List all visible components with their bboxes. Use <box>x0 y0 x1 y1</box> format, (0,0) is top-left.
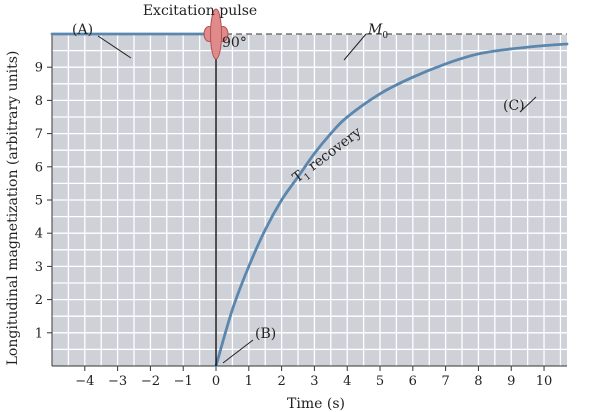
x-tick-label: 1 <box>245 374 253 389</box>
excitation-pulse-marker <box>203 8 229 60</box>
y-tick-label: 3 <box>35 260 43 275</box>
label-b: (B) <box>255 326 276 342</box>
x-tick-label: −3 <box>108 374 127 389</box>
y-axis-ticks: 1 2 3 4 5 6 7 8 9 <box>35 61 52 341</box>
leader-line-c <box>519 96 537 113</box>
x-tick-label: 0 <box>212 374 220 389</box>
x-tick-label: 10 <box>536 374 553 389</box>
y-tick-label: 2 <box>35 293 43 308</box>
y-tick-label: 7 <box>35 127 43 142</box>
y-tick-label: 5 <box>35 194 43 209</box>
pulse-lobe-center <box>210 8 223 60</box>
x-axis-ticks: −4 −3 −2 −1 0 1 2 3 4 5 6 7 8 9 10 <box>75 366 552 389</box>
series-group <box>50 32 569 368</box>
leader-line-b <box>222 339 254 364</box>
grid-lines <box>51 33 567 366</box>
x-tick-label: −2 <box>141 374 160 389</box>
excitation-pulse-label: Excitation pulse <box>143 3 257 19</box>
y-tick-label: 9 <box>35 61 43 76</box>
m0-label: M0 <box>367 22 388 41</box>
x-tick-label: 3 <box>310 374 318 389</box>
x-tick-label: −4 <box>75 374 94 389</box>
m0-label-main: M <box>367 22 383 38</box>
y-axis-label: Longitudinal magnetization (arbitrary un… <box>5 51 21 366</box>
leader-line-a <box>97 35 132 59</box>
x-tick-label: −1 <box>174 374 193 389</box>
x-tick-label: 9 <box>507 374 515 389</box>
annotation-marks <box>97 8 567 366</box>
x-tick-label: 2 <box>277 374 285 389</box>
t1-label-sub: 1 <box>303 172 314 183</box>
x-tick-label: 5 <box>376 374 384 389</box>
series-line-1 <box>214 42 569 368</box>
x-tick-label: 8 <box>474 374 482 389</box>
label-c: (C) <box>503 98 525 114</box>
y-tick-label: 8 <box>35 94 43 109</box>
y-tick-label: 6 <box>35 160 43 175</box>
y-tick-label: 4 <box>35 227 43 242</box>
x-tick-label: 6 <box>409 374 417 389</box>
pulse-angle-label: 90° <box>222 35 247 51</box>
x-axis-label: Time (s) <box>287 396 345 412</box>
leader-line-m0 <box>343 33 367 61</box>
x-tick-label: 4 <box>343 374 351 389</box>
x-tick-label: 7 <box>441 374 449 389</box>
m0-label-sub: 0 <box>382 31 388 41</box>
y-tick-label: 1 <box>35 326 43 341</box>
label-a: (A) <box>72 22 93 38</box>
